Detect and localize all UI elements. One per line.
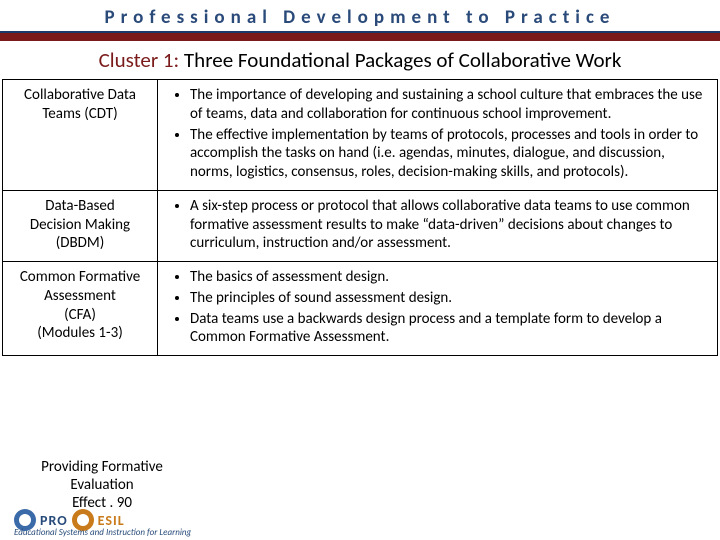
header-title: Professional Development to Practice (105, 6, 616, 29)
list-item: Data teams use a backwards design proces… (190, 310, 709, 348)
label-line: Collaborative Data (24, 86, 136, 104)
label-line: (Modules 1-3) (37, 324, 123, 342)
logo-tagline: Educational Systems and Instruction for … (14, 527, 191, 538)
label-line: (CFA) (64, 306, 96, 324)
logo-word2: ESIL (98, 512, 125, 529)
page-header: Professional Development to Practice (0, 0, 720, 31)
footer-note-line: Evaluation (70, 476, 133, 494)
row3-label: Common Formative Assessment (CFA) (Modul… (3, 262, 158, 356)
list-item: The principles of sound assessment desig… (190, 289, 709, 308)
logo-word1: PRO (40, 512, 68, 529)
row2-content: A six-step process or protocol that allo… (158, 190, 718, 261)
list-item: The effective implementation by teams of… (190, 126, 709, 182)
label-line: Assessment (44, 287, 116, 305)
row3-content: The basics of assessment design. The pri… (158, 262, 718, 356)
footer-note-line: Providing Formative (41, 458, 163, 476)
table-row: Common Formative Assessment (CFA) (Modul… (3, 262, 718, 356)
list-item: A six-step process or protocol that allo… (190, 197, 709, 253)
subtitle: Cluster 1: Three Foundational Packages o… (0, 45, 720, 79)
bullet-list: The importance of developing and sustain… (166, 86, 709, 182)
label-line: (DBDM) (56, 234, 105, 252)
row1-label: Collaborative Data Teams (CDT) (3, 80, 158, 191)
table-row: Data-Based Decision Making (DBDM) A six-… (3, 190, 718, 261)
slide: Professional Development to Practice Clu… (0, 0, 720, 540)
bullet-list: A six-step process or protocol that allo… (166, 197, 709, 253)
list-item: The basics of assessment design. (190, 268, 709, 287)
subtitle-rest: Three Foundational Packages of Collabora… (179, 47, 621, 73)
label-line: Data-Based (45, 197, 114, 215)
row2-label: Data-Based Decision Making (DBDM) (3, 190, 158, 261)
header-rule (0, 31, 720, 41)
table-row: Collaborative Data Teams (CDT) The impor… (3, 80, 718, 191)
row1-content: The importance of developing and sustain… (158, 80, 718, 191)
label-line: Common Formative (20, 268, 140, 286)
list-item: The importance of developing and sustain… (190, 86, 709, 124)
packages-table: Collaborative Data Teams (CDT) The impor… (2, 79, 718, 356)
label-line: Teams (CDT) (42, 105, 117, 123)
label-line: Decision Making (30, 216, 130, 234)
subtitle-prefix: Cluster 1: (99, 47, 180, 73)
bullet-list: The basics of assessment design. The pri… (166, 268, 709, 347)
